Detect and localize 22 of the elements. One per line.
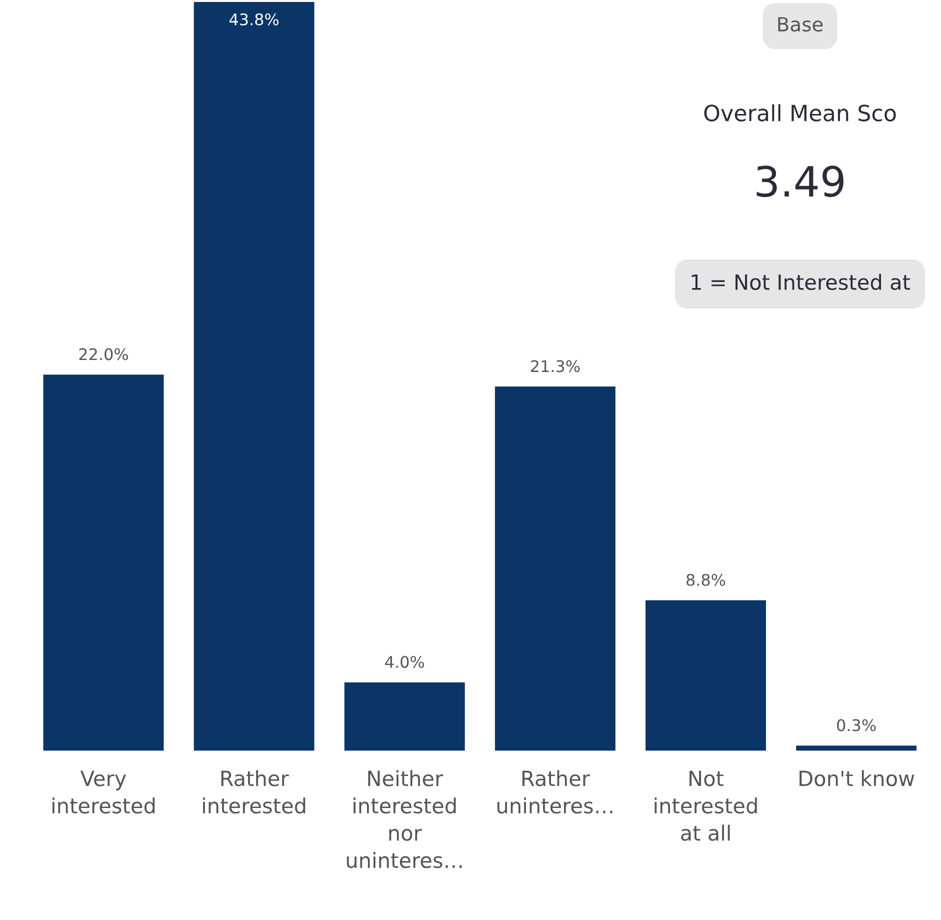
x-tick-label: Don't know xyxy=(800,770,914,786)
x-tick-label: Rather uninteres… xyxy=(497,770,612,814)
data-label: 43.8% xyxy=(229,13,279,26)
annotation: 1 = Not Interested at xyxy=(692,274,910,290)
bar xyxy=(43,374,164,751)
data-label: 4.0% xyxy=(385,656,424,668)
x-tick-label: Not interested at all xyxy=(654,770,757,841)
annotation: 3.49 xyxy=(756,166,844,198)
data-label: 22.0% xyxy=(79,348,128,360)
bar xyxy=(646,600,766,751)
bar xyxy=(494,386,616,751)
x-tick-label: Very interested xyxy=(52,770,155,814)
bar xyxy=(796,746,917,751)
bar xyxy=(194,2,314,751)
x-tick-label: Rather interested xyxy=(203,770,306,814)
annotation: Overall Mean Sco xyxy=(704,104,896,122)
annotation: Base xyxy=(778,17,823,32)
x-tick-label: Neither interested nor uninteres… xyxy=(346,770,462,868)
bar xyxy=(344,682,465,751)
data-label: 8.8% xyxy=(686,574,726,586)
data-label: 0.3% xyxy=(837,719,876,732)
data-label: 21.3% xyxy=(530,360,580,372)
